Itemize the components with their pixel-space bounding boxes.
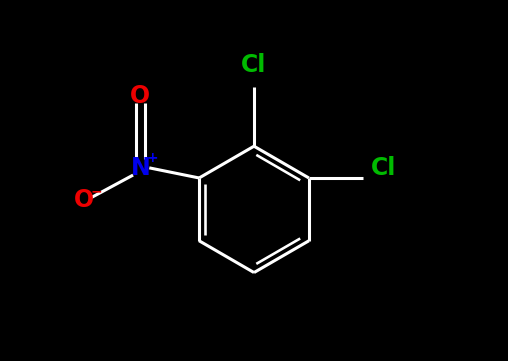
Text: O: O (74, 188, 94, 212)
Text: +: + (146, 152, 158, 165)
Text: Cl: Cl (371, 156, 397, 180)
Text: Cl: Cl (241, 53, 267, 77)
Text: −: − (90, 184, 102, 198)
Text: O: O (130, 84, 150, 108)
Text: N: N (131, 156, 150, 180)
